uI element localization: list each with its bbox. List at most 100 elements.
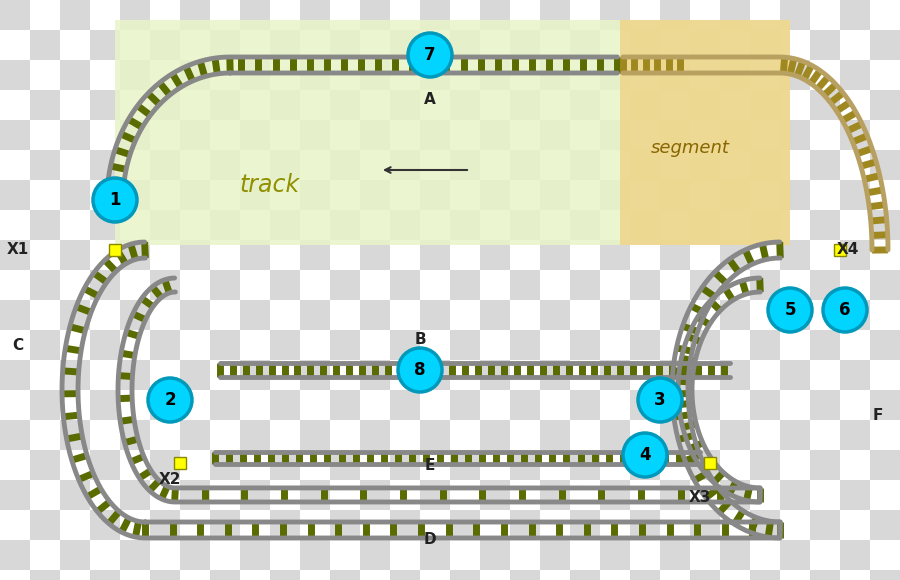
Bar (420, 360, 450, 390)
Bar (300, 360, 330, 390)
Bar (810, 450, 840, 480)
Bar (570, 390, 600, 420)
Bar (480, 60, 510, 90)
Bar (630, 30, 660, 60)
Bar (750, 510, 780, 540)
Bar (690, 90, 720, 120)
Bar (720, 300, 750, 330)
Bar (60, 480, 90, 510)
Bar (510, 210, 540, 240)
Bar (120, 480, 150, 510)
Bar (90, 210, 120, 240)
Bar (660, 300, 690, 330)
Bar (660, 60, 690, 90)
Bar (60, 420, 90, 450)
Bar (540, 0, 570, 30)
Bar (600, 480, 630, 510)
Bar (510, 270, 540, 300)
Bar (840, 60, 870, 90)
Bar (510, 570, 540, 580)
Bar (750, 570, 780, 580)
Bar (750, 90, 780, 120)
Bar (360, 300, 390, 330)
Bar (300, 300, 330, 330)
Bar (750, 270, 780, 300)
Bar (60, 360, 90, 390)
Bar (870, 150, 900, 180)
Bar (660, 180, 690, 210)
Bar (240, 60, 270, 90)
Bar (540, 180, 570, 210)
Bar (630, 150, 660, 180)
Bar (600, 180, 630, 210)
Bar (720, 240, 750, 270)
Bar (210, 450, 240, 480)
Bar (750, 450, 780, 480)
Bar (450, 270, 480, 300)
Bar (210, 570, 240, 580)
Text: 8: 8 (414, 361, 426, 379)
Bar (240, 180, 270, 210)
Bar (270, 570, 300, 580)
Bar (780, 300, 810, 330)
Bar (300, 420, 330, 450)
Bar (174, 457, 186, 469)
Bar (240, 120, 270, 150)
Bar (90, 570, 120, 580)
Bar (600, 420, 630, 450)
Bar (120, 60, 150, 90)
Bar (450, 450, 480, 480)
Bar (780, 420, 810, 450)
Bar (60, 0, 90, 30)
Bar (870, 570, 900, 580)
Bar (540, 360, 570, 390)
Text: F: F (873, 408, 883, 422)
Circle shape (623, 433, 667, 477)
Bar (480, 480, 510, 510)
Bar (750, 150, 780, 180)
Text: 1: 1 (109, 191, 121, 209)
Bar (270, 150, 300, 180)
Bar (330, 90, 360, 120)
Bar (810, 270, 840, 300)
Bar (420, 0, 450, 30)
Bar (300, 240, 330, 270)
Bar (570, 450, 600, 480)
Bar (360, 360, 390, 390)
Bar (300, 480, 330, 510)
Bar (30, 450, 60, 480)
Bar (270, 30, 300, 60)
Bar (630, 390, 660, 420)
Bar (240, 360, 270, 390)
Bar (780, 60, 810, 90)
Bar (390, 150, 420, 180)
Bar (690, 150, 720, 180)
Bar (720, 480, 750, 510)
Bar (300, 540, 330, 570)
Bar (90, 150, 120, 180)
Bar (30, 150, 60, 180)
Bar (630, 570, 660, 580)
Circle shape (638, 378, 682, 422)
Bar (570, 570, 600, 580)
Bar (150, 570, 180, 580)
Bar (420, 60, 450, 90)
Bar (270, 510, 300, 540)
Bar (870, 330, 900, 360)
Bar (510, 510, 540, 540)
Bar (330, 510, 360, 540)
Bar (480, 0, 510, 30)
Bar (150, 30, 180, 60)
Bar (390, 90, 420, 120)
Bar (180, 120, 210, 150)
Bar (180, 420, 210, 450)
Bar (810, 150, 840, 180)
Bar (270, 450, 300, 480)
Bar (0, 240, 30, 270)
Bar (540, 120, 570, 150)
Bar (720, 60, 750, 90)
Bar (450, 510, 480, 540)
Bar (210, 30, 240, 60)
Bar (660, 240, 690, 270)
Bar (570, 30, 600, 60)
